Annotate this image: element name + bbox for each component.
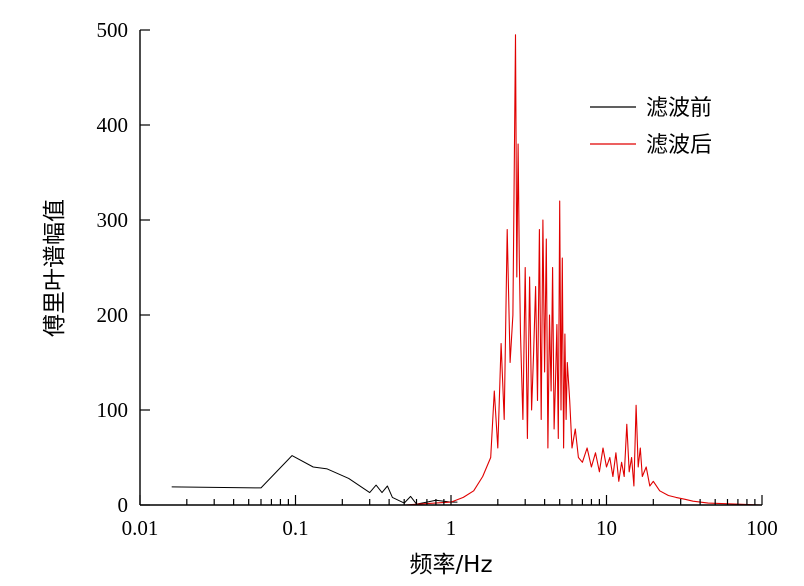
y-tick-label: 200 bbox=[97, 303, 129, 327]
y-tick-label: 500 bbox=[97, 18, 129, 42]
x-tick-label: 0.1 bbox=[282, 516, 308, 540]
y-tick-label: 300 bbox=[97, 208, 129, 232]
y-tick-label: 400 bbox=[97, 113, 129, 137]
ticks-layer bbox=[139, 29, 763, 506]
legend: 滤波前 滤波后 bbox=[590, 96, 712, 158]
series-line-after-filter bbox=[171, 34, 763, 506]
x-tick-label: 10 bbox=[596, 516, 617, 540]
legend-label-after: 滤波后 bbox=[646, 133, 712, 158]
y-tick-label: 100 bbox=[97, 398, 129, 422]
x-axis-title: 频率/Hz bbox=[409, 552, 492, 578]
y-axis-title: 傅里叶谱幅值 bbox=[42, 199, 68, 337]
tick-labels-layer: 0.01 0.1 1 10 100 0 100 200 300 400 500 bbox=[97, 18, 778, 540]
x-tick-label: 1 bbox=[446, 516, 457, 540]
legend-label-before: 滤波前 bbox=[646, 96, 712, 121]
y-tick-label: 0 bbox=[118, 493, 129, 517]
x-tick-label: 100 bbox=[746, 516, 778, 540]
x-tick-label: 0.01 bbox=[122, 516, 159, 540]
series-line-before-filter bbox=[171, 455, 458, 505]
